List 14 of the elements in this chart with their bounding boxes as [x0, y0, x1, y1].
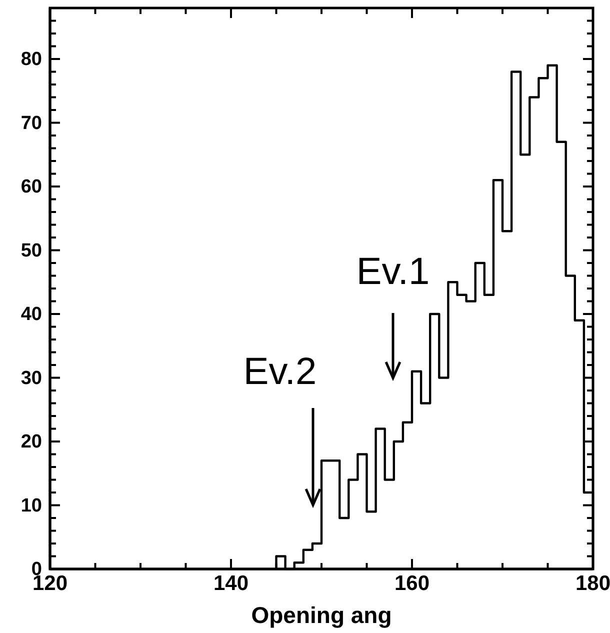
annotation: Ev.1	[356, 251, 430, 293]
x-tick-label: 180	[575, 572, 610, 595]
x-axis-title: Opening ang	[251, 602, 392, 628]
y-tick-label: 50	[20, 240, 42, 262]
y-tick-label: 40	[20, 304, 42, 326]
x-tick-label: 140	[213, 572, 249, 595]
annotation: Ev.2	[243, 351, 317, 393]
y-tick-label: 60	[20, 176, 42, 198]
y-tick-label: 70	[20, 112, 42, 134]
y-tick-label: 10	[20, 495, 42, 516]
y-tick-label: 30	[20, 368, 42, 389]
y-tick-label: 80	[20, 49, 42, 70]
y-tick-label: 20	[20, 432, 42, 453]
x-tick-label: 160	[394, 572, 430, 595]
